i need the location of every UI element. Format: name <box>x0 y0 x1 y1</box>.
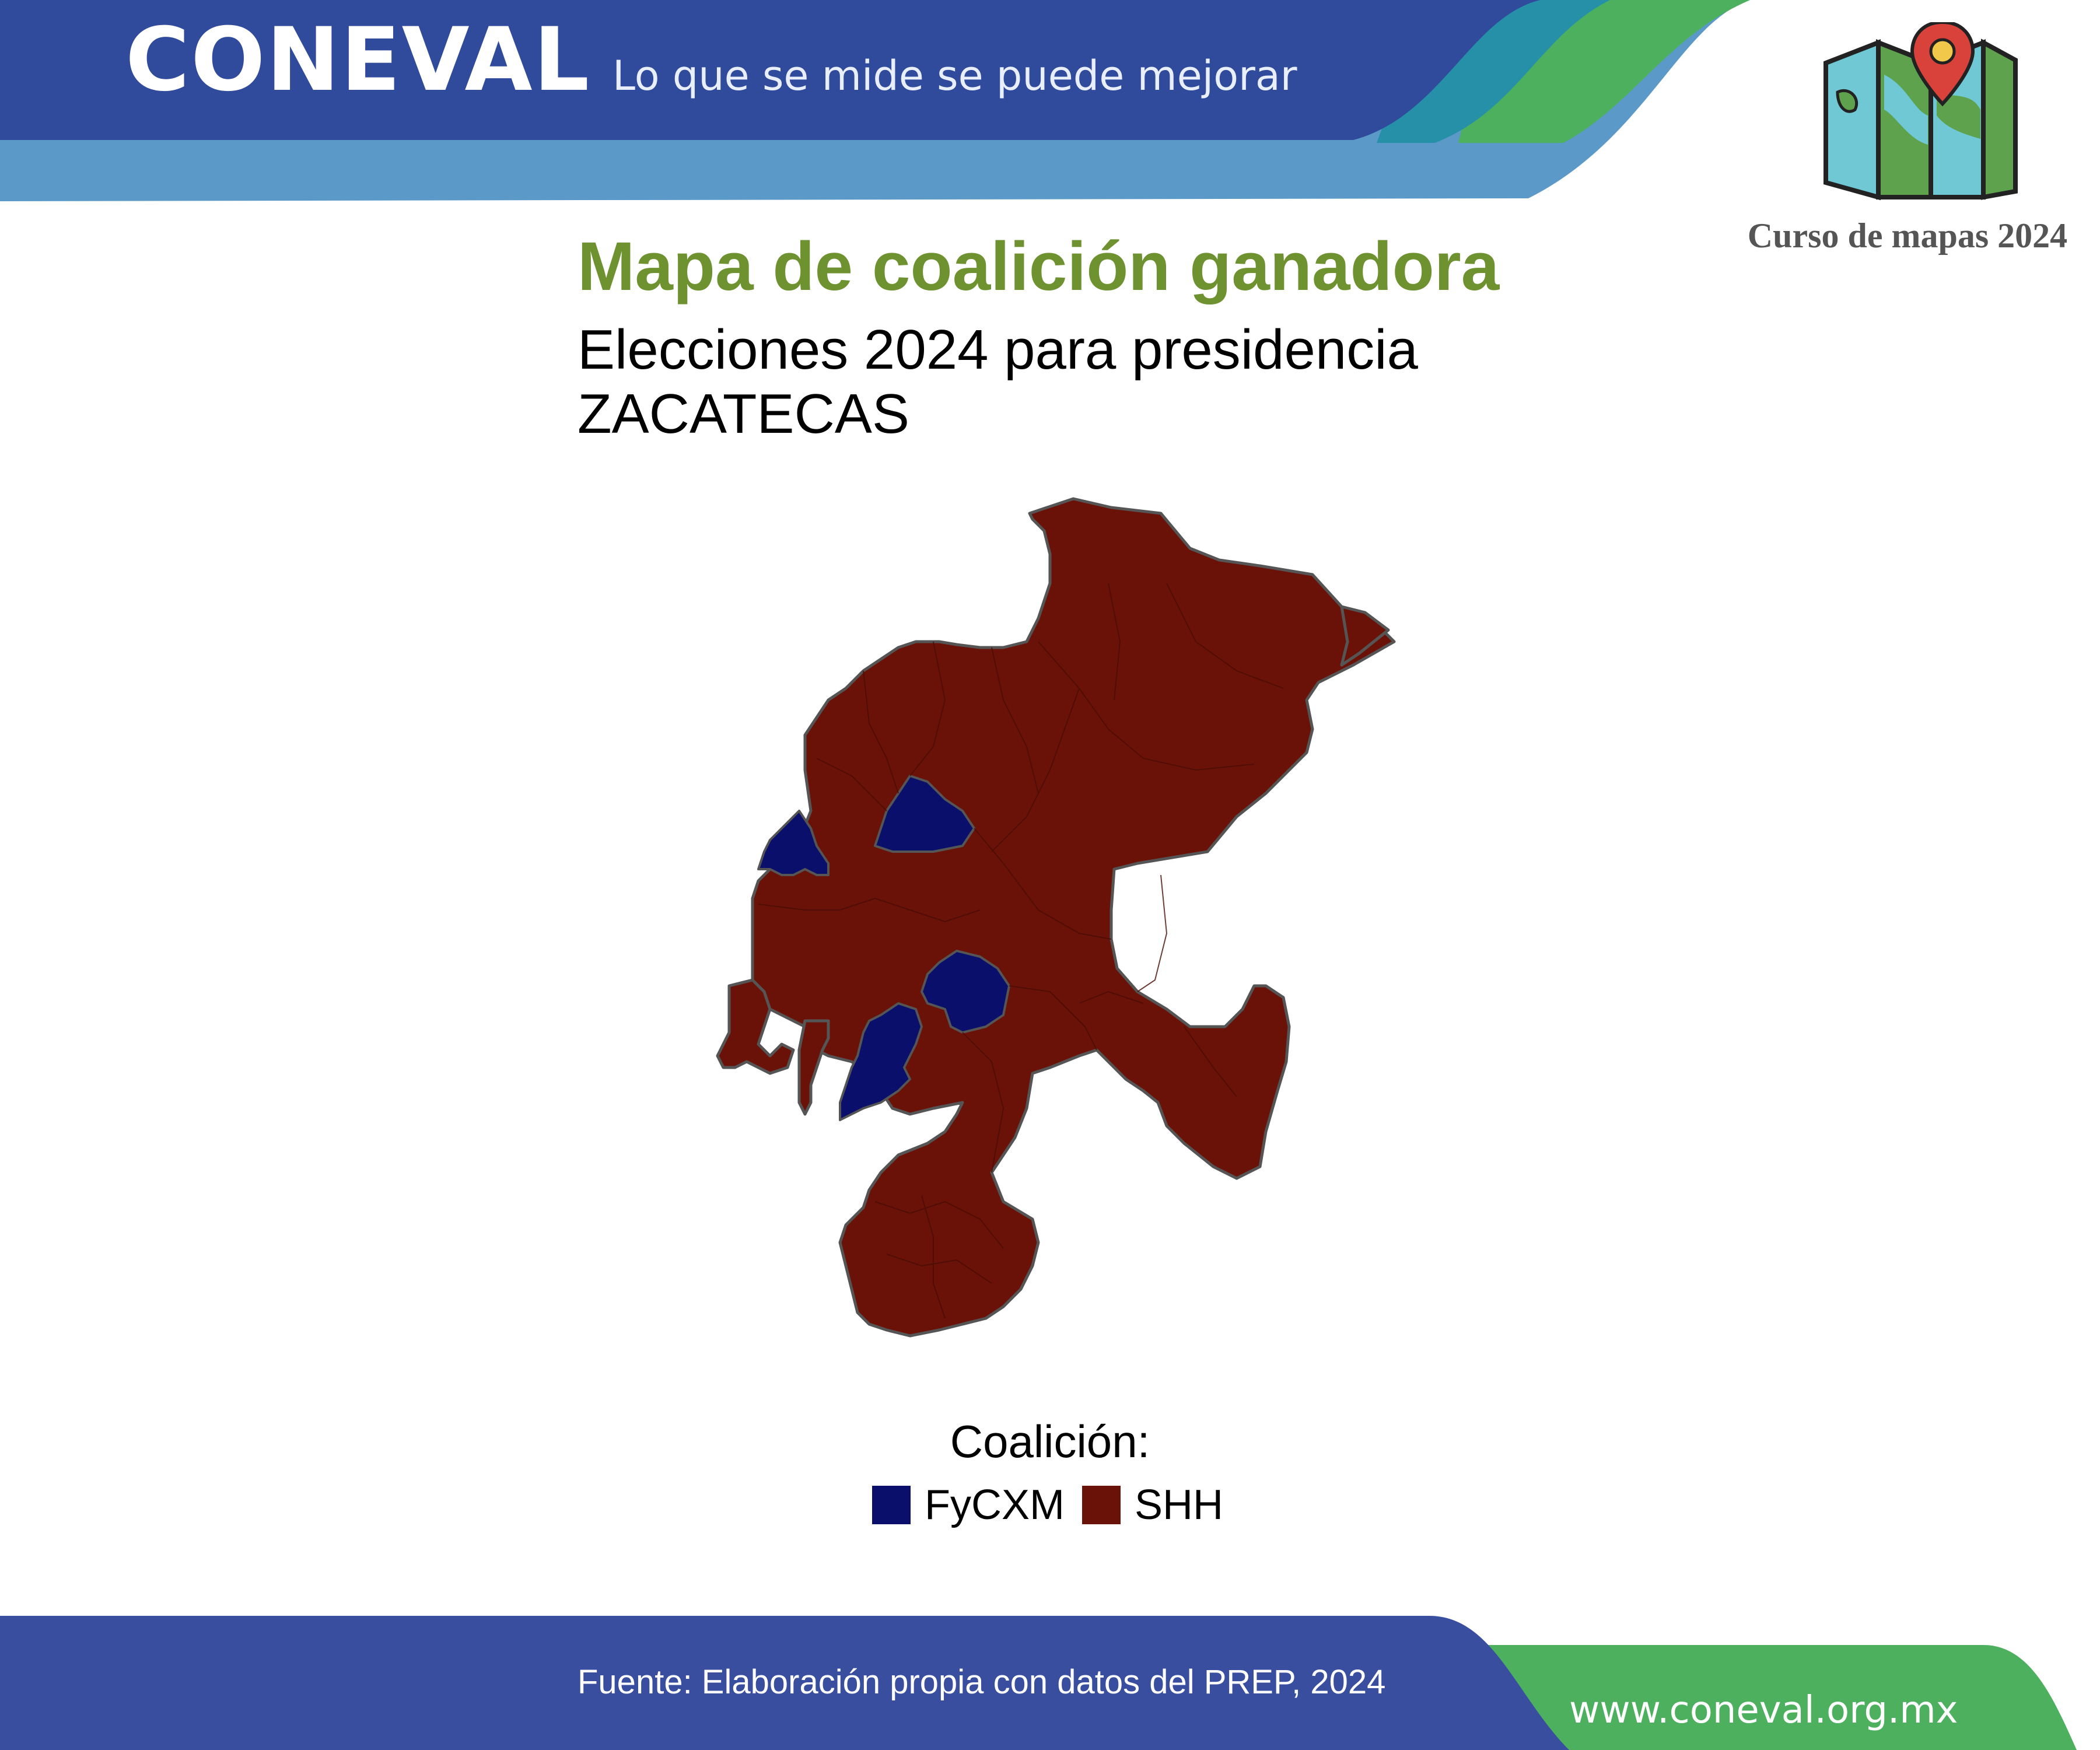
region-fycxm-3 <box>921 950 1010 1034</box>
course-label: Curso de mapas 2024 <box>1747 216 2068 255</box>
region-shh-southwest-arm-1 <box>716 978 795 1075</box>
region-shh-northeast-tip <box>1340 605 1390 667</box>
header-slogan: Lo que se mide se puede mejorar <box>612 52 1297 100</box>
region-shh-main <box>751 497 1396 1338</box>
footer-website-link[interactable]: www.coneval.org.mx <box>1569 1689 1958 1732</box>
zacatecas-choropleth-map <box>716 497 1396 1338</box>
legend-item-shh: SHH <box>1082 1484 1223 1526</box>
coneval-logo: CONEVAL <box>125 9 591 111</box>
region-fycxm-2 <box>757 810 830 876</box>
map-legend: FyCXM SHH <box>872 1482 1241 1528</box>
legend-title: Coalición: <box>950 1416 1150 1467</box>
footer-source: Fuente: Elaboración propia con datos del… <box>578 1663 1386 1701</box>
legend-item-fycxm: FyCXM <box>872 1484 1065 1526</box>
legend-label-shh: SHH <box>1134 1482 1223 1528</box>
folded-map-with-pin-icon <box>1824 22 2018 201</box>
footer-banner <box>0 1616 2077 1750</box>
map-title: Mapa de coalición ganadora <box>578 228 1500 305</box>
subtitle-election: Elecciones 2024 para presidencia <box>578 318 1418 381</box>
legend-swatch-fycxm <box>872 1486 911 1524</box>
map-subtitle: Elecciones 2024 para presidencia ZACATEC… <box>578 318 1418 447</box>
region-fycxm-1 <box>874 775 975 853</box>
legend-swatch-shh <box>1082 1486 1121 1524</box>
region-fycxm-4 <box>839 1002 923 1121</box>
header-banner <box>0 0 1750 201</box>
subtitle-state: ZACATECAS <box>578 383 909 446</box>
legend-label-fycxm: FyCXM <box>925 1482 1065 1528</box>
region-shh-southwest-arm-2 <box>797 1019 830 1116</box>
